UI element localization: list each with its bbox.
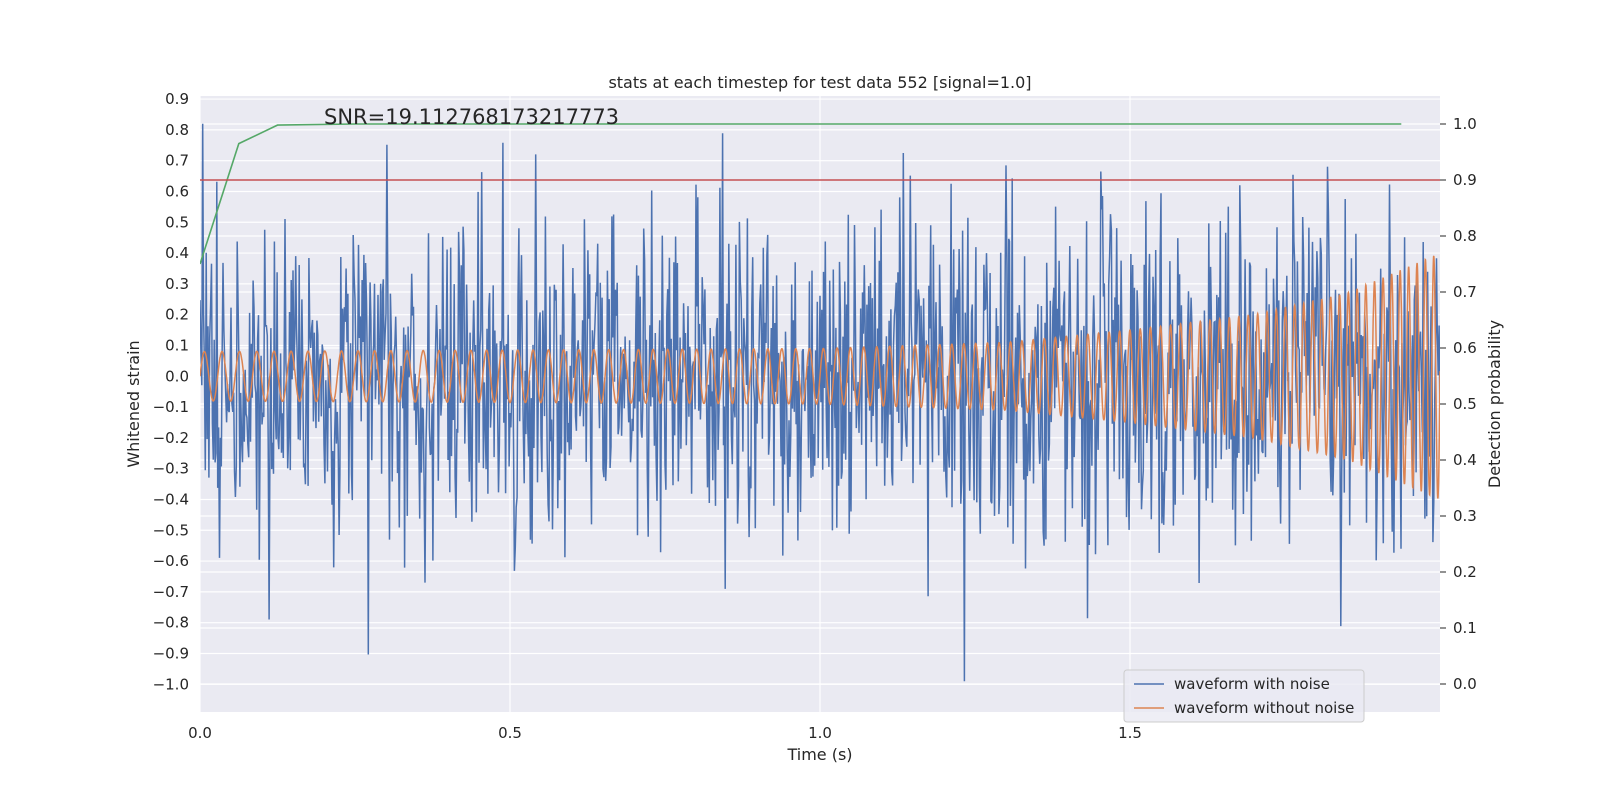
y-tick-label: 0.8 (165, 121, 189, 139)
y-tick-label: −0.3 (153, 460, 189, 478)
y2-tick-label: 0.8 (1453, 227, 1477, 245)
legend-box (1123, 669, 1365, 723)
y-tick-label: −0.2 (153, 429, 189, 447)
y-axis-label: Whitened strain (124, 340, 143, 467)
y2-tick-label: 0.6 (1453, 339, 1477, 357)
y2-tick-label: 0.4 (1453, 451, 1477, 469)
tick-labels: 0.0 0.5 1.0 1.5 0.9 0.8 0.7 0.6 0.5 0.4 0.3 0.2 0.1 0… (153, 90, 1477, 742)
y2-tick-label: 0.1 (1453, 619, 1477, 637)
y-tick-label: −0.9 (153, 644, 189, 662)
y-tick-label: −0.4 (153, 490, 189, 508)
y-tick-label: 0.6 (165, 182, 189, 200)
y-tick-label: −0.7 (153, 583, 189, 601)
y-tick-label: 0.0 (165, 367, 189, 385)
y-tick-label: −1.0 (153, 675, 189, 693)
series-line-noise (200, 123, 1440, 682)
y2-tick-label: 0.2 (1453, 563, 1477, 581)
y-tick-label: 0.1 (165, 336, 189, 354)
legend-label-clean: waveform without noise (1174, 699, 1354, 717)
y2-tick-label: 1.0 (1453, 115, 1477, 133)
y-tick-label: −0.1 (153, 398, 189, 416)
x-axis-label: Time (s) (786, 745, 852, 764)
chart-title: stats at each timestep for test data 552… (608, 73, 1031, 92)
y2-tick-label: 0.3 (1453, 507, 1477, 525)
y-tick-label: −0.8 (153, 614, 189, 632)
y2-tick-label: 0.0 (1453, 675, 1477, 693)
y-tick-label: −0.6 (153, 552, 189, 570)
y-tick-label: 0.2 (165, 306, 189, 324)
series-line-probability (200, 123, 1402, 265)
series-layer (200, 123, 1440, 682)
legend: waveform with noise waveform without noi… (1123, 669, 1365, 723)
series-line-clean (200, 255, 1440, 499)
x-tick-label: 0.5 (498, 724, 522, 742)
y-tick-label: 0.9 (165, 90, 189, 108)
y2-tick-label: 0.7 (1453, 283, 1477, 301)
y2-tick-label: 0.5 (1453, 395, 1477, 413)
y2-tick-label: 0.9 (1453, 171, 1477, 189)
x-tick-label: 0.0 (188, 724, 212, 742)
y-tick-label: 0.4 (165, 244, 189, 262)
legend-label-noise: waveform with noise (1174, 675, 1330, 693)
x-tick-label: 1.5 (1118, 724, 1142, 742)
y-tick-label: 0.3 (165, 275, 189, 293)
x-tick-label: 1.0 (808, 724, 832, 742)
y-tick-label: 0.5 (165, 213, 189, 231)
y-tick-label: 0.7 (165, 152, 189, 170)
y2-axis-label: Detection probability (1485, 320, 1504, 488)
snr-annotation: SNR=19.112768173217773 (324, 105, 619, 129)
y-tick-label: −0.5 (153, 521, 189, 539)
